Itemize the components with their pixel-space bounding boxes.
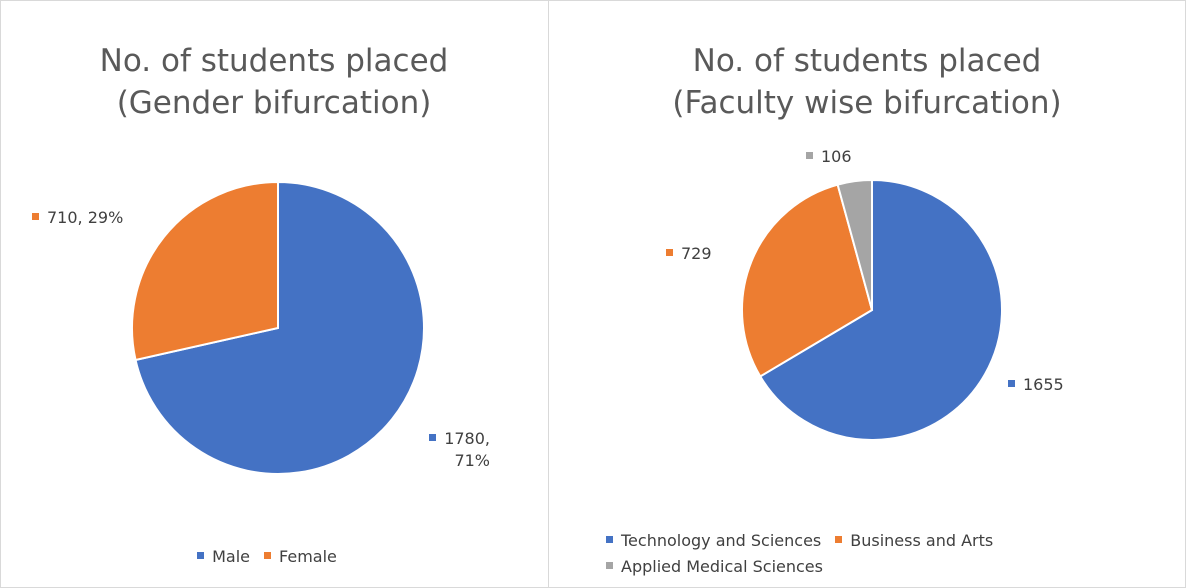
label-text: 729 — [681, 244, 712, 263]
data-label: 106 — [806, 146, 906, 168]
legend-text: Female — [279, 547, 337, 566]
label-text: 1655 — [1023, 375, 1064, 394]
data-label: 710, 29% — [32, 207, 232, 229]
legend: Technology and Sciences Business and Arts… — [606, 528, 1126, 580]
label-marker — [1008, 380, 1015, 387]
legend-text: Applied Medical Sciences — [621, 557, 823, 576]
legend-item: Female — [264, 544, 337, 570]
legend-marker — [264, 552, 272, 559]
legend-marker — [606, 536, 613, 543]
legend-text: Business and Arts — [850, 531, 994, 550]
legend-item: Male — [197, 544, 250, 570]
pie-slice — [131, 180, 279, 362]
title-line: (Faculty wise bifurcation) — [672, 85, 1062, 121]
legend-item: Business and Arts — [835, 528, 993, 554]
title-line: No. of students placed — [99, 43, 449, 79]
title-line: No. of students placed — [692, 43, 1042, 79]
label-marker — [666, 249, 673, 256]
legend: Male Female — [0, 544, 548, 570]
label-text: 1780, 71% — [444, 429, 490, 470]
data-label: 1780, 71% — [420, 428, 490, 472]
pie-slice — [758, 178, 1003, 441]
chart-title: No. of students placed (Faculty wise bifu… — [548, 40, 1186, 124]
label-marker — [806, 152, 813, 159]
legend-text: Male — [212, 547, 251, 566]
pie-slice — [741, 183, 874, 378]
title-line: (Gender bifurcation) — [116, 85, 432, 121]
data-label: 729 — [666, 243, 766, 265]
label-text: 710, 29% — [47, 208, 124, 227]
pie-slice — [134, 180, 425, 475]
label-text: 106 — [821, 147, 852, 166]
label-marker — [429, 434, 437, 441]
legend-marker — [606, 562, 613, 569]
legend-marker — [835, 536, 843, 543]
legend-text: Technology and Sciences — [621, 531, 822, 550]
legend-item: Applied Medical Sciences — [606, 554, 823, 580]
label-marker — [32, 213, 39, 220]
data-label: 1655 — [1008, 374, 1108, 396]
chart-title: No. of students placed (Gender bifurcatio… — [0, 40, 548, 124]
legend-item: Technology and Sciences — [606, 528, 821, 554]
pie-slice — [836, 178, 873, 311]
legend-marker — [197, 552, 205, 559]
